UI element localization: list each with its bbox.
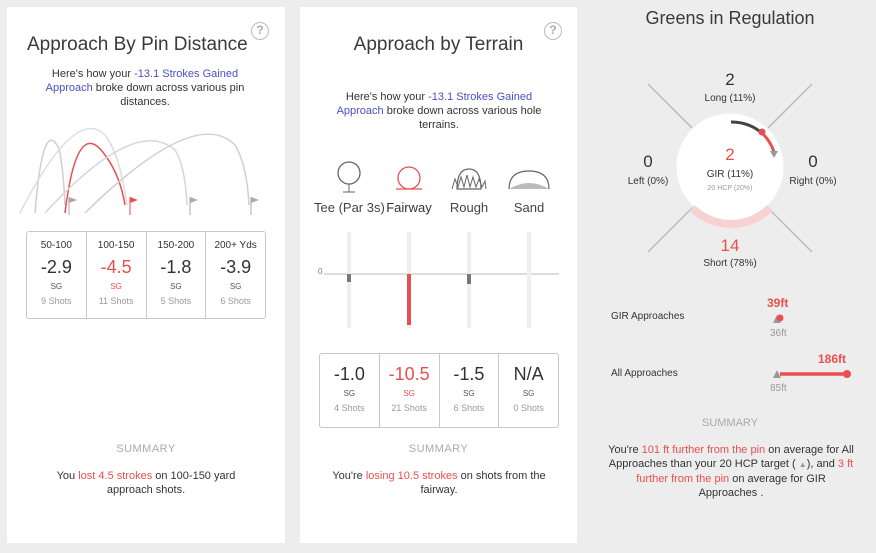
stat-cell-150-200[interactable]: 150-200 -1.8 SG 5 Shots (147, 232, 207, 318)
summary-text: You're losing 10.5 strokes on shots from… (332, 470, 546, 496)
terrain-icons (337, 161, 550, 193)
summary-heading: SUMMARY (408, 443, 469, 455)
approach-by-terrain-card: Approach by Terrain ? Here's how your -1… (300, 7, 577, 543)
pin-distance-title: Approach By Pin Distance (27, 34, 248, 55)
stat-cell-fairway[interactable]: -10.5 SG 21 Shots (380, 354, 440, 427)
all-approaches-value: 186ft (818, 352, 847, 366)
stat-cell-200-plus[interactable]: 200+ Yds -3.9 SG 6 Shots (214, 240, 257, 306)
long-value: 2 (725, 70, 735, 89)
gir-marker (758, 128, 766, 136)
help-icon[interactable]: ? (544, 22, 562, 40)
trajectory-100-150 (64, 142, 126, 214)
flag-icon (250, 197, 259, 215)
gir-approaches-label: GIR Approaches (611, 311, 685, 322)
approach-by-pin-card: Approach By Pin Distance ? Here's how yo… (7, 7, 285, 543)
short-label: Short (78%) (703, 258, 757, 269)
short-value: 14 (720, 236, 740, 255)
right-value: 0 (808, 152, 818, 171)
target-triangle-icon: ▲ (798, 460, 807, 469)
all-approaches-label: All Approaches (611, 368, 678, 379)
terrain-stats: -1.0 SG 4 Shots -10.5 SG 21 Shots -1.5 S… (319, 353, 559, 428)
terrain-sand[interactable]: Sand (513, 200, 545, 215)
gir-approaches-target: 36ft (770, 328, 787, 339)
pin-distance-stats: 50-100 -2.9 SG 9 Shots 100-150 -4.5 SG 1… (26, 231, 266, 319)
target-marker-icon (770, 151, 778, 158)
trajectory-150-200 (44, 140, 188, 214)
pin-distance-intro: Here's how your -13.1 Strokes Gained App… (45, 68, 245, 108)
gir-diagram (647, 83, 813, 253)
rough-icon (451, 168, 487, 190)
short-arc (689, 205, 773, 228)
gir-approaches-value: 39ft (767, 296, 789, 310)
bar-rough (467, 274, 471, 284)
trajectory-50-100 (34, 139, 66, 214)
bar-tee (347, 274, 351, 282)
gir-center-label: GIR (11%) (706, 169, 754, 180)
terrain-tee[interactable]: Tee (Par 3s) (314, 200, 385, 215)
left-value: 0 (643, 152, 653, 171)
stat-cell-sand[interactable]: N/A SG 0 Shots (513, 364, 544, 413)
zero-axis-label: 0 (318, 267, 323, 276)
flag-icon (189, 197, 198, 215)
strokes-gained-link[interactable]: -13.1 Strokes Gained Approach (45, 68, 239, 94)
flag-icon (129, 197, 138, 215)
summary-heading: SUMMARY (116, 443, 176, 455)
strokes-gained-link[interactable]: -13.1 Strokes Gained Approach (336, 91, 533, 117)
terrain-intro: Here's how your -13.1 Strokes Gained App… (336, 91, 542, 131)
stat-cell-100-150[interactable]: 100-150 -4.5 SG 11 Shots (87, 232, 147, 318)
terrain-fairway[interactable]: Fairway (386, 200, 432, 215)
gir-center-value: 2 (725, 145, 735, 164)
gir-title: Greens in Regulation (645, 8, 815, 28)
all-approaches-bar (773, 370, 851, 378)
stat-cell-tee[interactable]: -1.0 SG 4 Shots (320, 354, 380, 427)
left-label: Left (0%) (627, 176, 669, 187)
tee-icon (337, 161, 361, 193)
gir-summary-text: You're 101 ft further from the pin on av… (608, 444, 854, 499)
sand-icon (508, 170, 550, 190)
stat-cell-rough[interactable]: -1.5 SG 6 Shots (440, 354, 500, 427)
trajectory-200-plus (84, 133, 250, 214)
gir-summary-heading: SUMMARY (701, 417, 759, 429)
help-icon[interactable]: ? (251, 22, 269, 40)
long-label: Long (11%) (704, 93, 756, 104)
right-label: Right (0%) (789, 176, 837, 187)
shot-trajectory-graphic (19, 127, 259, 215)
terrain-sg-bars (324, 232, 559, 328)
flag-icon (68, 197, 77, 215)
terrain-title: Approach by Terrain (353, 34, 524, 55)
gir-hcp-label: 20 HCP (20%) (707, 185, 753, 192)
terrain-rough[interactable]: Rough (449, 200, 489, 215)
summary-text: You lost 4.5 strokes on 100-150 yard app… (56, 470, 236, 496)
all-approaches-target: 85ft (770, 383, 787, 394)
bar-fairway (407, 274, 411, 325)
stat-cell-50-100[interactable]: 50-100 -2.9 SG 9 Shots (27, 232, 87, 318)
gir-approaches-marker (773, 314, 784, 323)
fairway-ball-icon (396, 166, 422, 190)
